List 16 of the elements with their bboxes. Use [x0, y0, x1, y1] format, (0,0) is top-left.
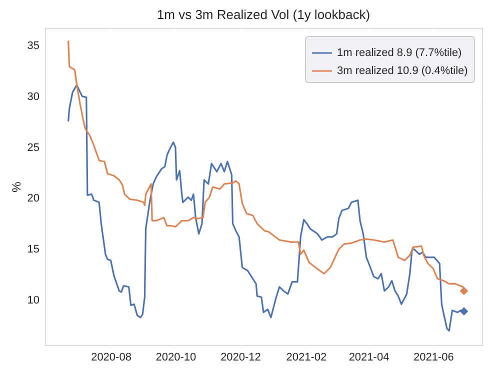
x-tick-label: 2020-10 [156, 352, 196, 364]
legend-label: 1m realized 8.9 (7.7%tile) [337, 47, 462, 59]
x-tick-label: 2021-02 [286, 352, 327, 364]
y-tick-label: 25 [27, 142, 40, 154]
y-axis-title: % [9, 181, 24, 192]
y-tick-label: 35 [27, 40, 40, 52]
chart-title: 1m vs 3m Realized Vol (1y lookback) [156, 7, 370, 22]
x-tick-label: 2021-06 [414, 352, 454, 364]
legend-label: 3m realized 10.9 (0.4%tile) [337, 65, 468, 77]
x-tick-label: 2020-12 [220, 352, 261, 364]
y-tick-label: 20 [27, 192, 40, 205]
x-tick-label: 2021-04 [348, 352, 390, 364]
y-tick-label: 10 [27, 294, 40, 307]
y-tick-label: 30 [27, 90, 40, 103]
y-tick-label: 15 [27, 244, 40, 256]
x-tick-label: 2020-08 [91, 352, 132, 364]
